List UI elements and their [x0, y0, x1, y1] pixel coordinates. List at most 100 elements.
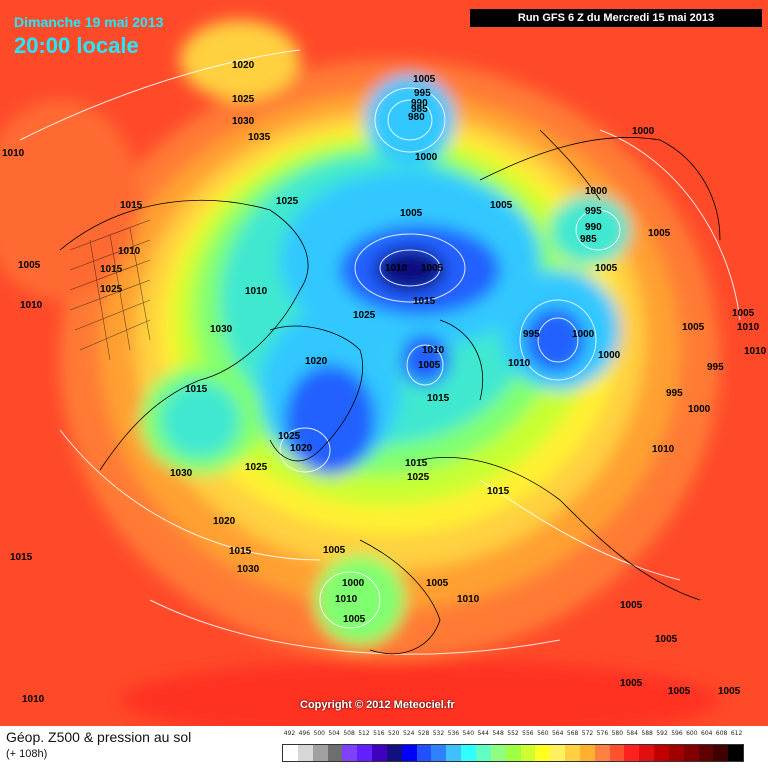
scale-label: 604	[701, 730, 713, 737]
isobar-label: 1000	[585, 186, 608, 197]
isobar-label: 980	[408, 112, 425, 123]
scale-label: 504	[328, 730, 340, 737]
scale-label: 540	[462, 730, 475, 737]
isobar-label: 1015	[185, 384, 208, 395]
isobar-label: 1000	[572, 329, 595, 340]
isobar-label: 1025	[232, 94, 255, 105]
isobar-label: 1010	[22, 694, 45, 705]
isobar-label: 1015	[10, 552, 33, 563]
scale-label: 544	[477, 730, 489, 737]
isobar-label: 1005	[620, 678, 643, 689]
scale-label: 560	[537, 730, 549, 737]
scale-label: 576	[596, 730, 609, 737]
scale-cell	[535, 745, 551, 761]
scale-cell	[401, 745, 417, 761]
scale-label: 552	[507, 730, 519, 737]
scale-label: 584	[626, 730, 638, 737]
scale-label: 568	[566, 730, 579, 737]
isobars	[19, 49, 741, 655]
scale-cell	[505, 745, 521, 761]
scale-cell	[431, 745, 447, 761]
scale-cell	[609, 745, 625, 761]
isobar-label: 1005	[413, 74, 436, 85]
scale-cell	[372, 745, 387, 761]
scale-label: 608	[715, 730, 728, 737]
isobar-label: 1010	[652, 444, 675, 455]
scale-cell	[357, 745, 373, 761]
scale-label: 536	[447, 730, 460, 737]
isobar-label: 1020	[305, 356, 328, 367]
isobar-label: 1035	[248, 132, 271, 143]
scale-cell	[327, 745, 343, 761]
isobar-label: 995	[707, 362, 724, 373]
scale-label: 596	[671, 730, 683, 737]
forecast-date: Dimanche 19 mai 2013	[14, 14, 164, 30]
isobar-label: 1030	[210, 324, 233, 335]
isobar-label: 1025	[278, 431, 301, 442]
isobar-label: 1005	[732, 308, 755, 319]
weather-map: 1020 1025 1030 1035 1010 1005 995 990 98…	[0, 0, 768, 726]
isobar-label: 1015	[413, 296, 436, 307]
isobar-label: 1025	[276, 196, 299, 207]
isobar-label: 1015	[100, 264, 123, 275]
isobar-label: 1000	[415, 152, 438, 163]
isobar-label: 1005	[323, 545, 346, 556]
isobar-label: 1025	[353, 310, 376, 321]
isobar-label: 995	[523, 329, 540, 340]
isobar-label: 1005	[620, 600, 643, 611]
isobar-label: 990	[585, 222, 602, 233]
scale-cell	[654, 745, 669, 761]
scale-cell	[698, 745, 714, 761]
isobar-label: 1000	[598, 350, 621, 361]
scale-label: 496	[298, 730, 311, 737]
isobar-label: 1010	[744, 346, 767, 357]
forecast-time: 20:00 locale	[14, 33, 139, 58]
isobar-label: 1005	[418, 360, 441, 371]
isobar-label: 1000	[688, 404, 711, 415]
scale-label: 512	[358, 730, 370, 737]
scale-cell	[713, 745, 729, 761]
isobar-label: 1010	[508, 358, 531, 369]
scale-bar	[282, 744, 744, 762]
us-state-borders	[69, 219, 151, 361]
isobar-label: 1020	[213, 516, 236, 527]
scale-label: 580	[611, 730, 624, 737]
scale-label: 528	[417, 730, 430, 737]
scale-label: 564	[551, 730, 564, 737]
scale-cell	[416, 745, 432, 761]
scale-label: 532	[432, 730, 445, 737]
isobar-label: 1010	[118, 246, 141, 257]
isobar-label: 1005	[400, 208, 423, 219]
scale-label: 556	[522, 730, 534, 737]
scale-label: 520	[388, 730, 400, 737]
isobar-label: 1010	[737, 322, 760, 333]
scale-label: 592	[656, 730, 668, 737]
isobar-label: 1005	[18, 260, 41, 271]
model-run-banner: Run GFS 6 Z du Mercredi 15 mai 2013	[470, 9, 762, 27]
isobar-label: 1000	[632, 126, 655, 137]
isobar-label: 1010	[335, 594, 358, 605]
scale-label: 492	[283, 730, 296, 737]
isobar-label: 1025	[100, 284, 123, 295]
isobar-label: 1030	[237, 564, 260, 575]
coastlines	[59, 129, 721, 654]
scale-cell	[728, 745, 744, 761]
scale-cell	[668, 745, 684, 761]
scale-cell	[683, 745, 699, 761]
isobar-label: 995	[414, 88, 431, 99]
scale-cell	[520, 745, 536, 761]
isobar-label: 995	[666, 388, 683, 399]
z500-shading	[0, 20, 720, 726]
scale-cell	[312, 745, 328, 761]
isobar-label: 1005	[426, 578, 449, 589]
scale-label: 500	[313, 730, 325, 737]
isobar-label: 1025	[407, 472, 430, 483]
geopotential-map-svg	[0, 0, 768, 726]
isobar-label: 1025	[245, 462, 268, 473]
isobar-label: 1015	[487, 486, 510, 497]
scale-cell	[283, 745, 298, 761]
isobar-label: 1015	[120, 200, 143, 211]
copyright-notice: Copyright © 2012 Meteociel.fr	[300, 699, 455, 711]
isobar-label: 1005	[668, 686, 691, 697]
scale-cell	[297, 745, 313, 761]
